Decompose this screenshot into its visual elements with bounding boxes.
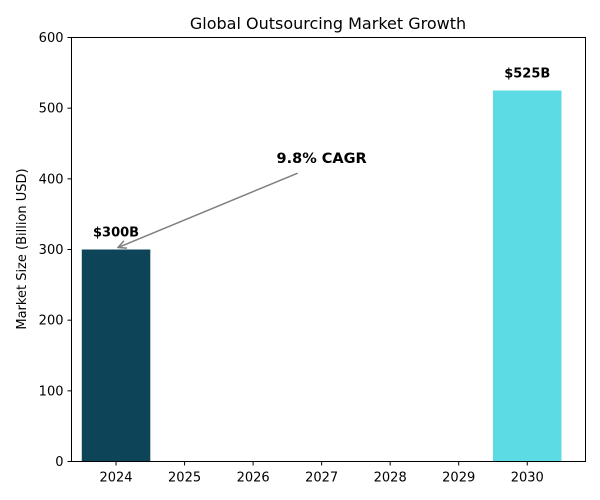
- y-axis-ticks: 0 100 200 300 400 500 600: [39, 31, 72, 470]
- bar-2030: [492, 90, 562, 462]
- y-tick-label-500: 500: [39, 102, 64, 117]
- x-tick-label-2029: 2029: [442, 471, 475, 486]
- x-tick-label-2030: 2030: [511, 471, 544, 486]
- x-axis-ticks: 2024 2025 2026 2027 2028 2029 2030: [99, 461, 544, 486]
- y-tick-label-0: 0: [55, 455, 63, 470]
- x-tick-label-2024: 2024: [99, 471, 132, 486]
- x-tick-label-2028: 2028: [374, 471, 407, 486]
- y-tick-label-600: 600: [39, 31, 64, 46]
- annotation-text: 9.8% CAGR: [277, 151, 367, 167]
- chart-title: Global Outsourcing Market Growth: [190, 14, 466, 33]
- cagr-annotation: 9.8% CAGR: [118, 151, 367, 247]
- y-tick-label-200: 200: [39, 314, 64, 329]
- y-tick-label-100: 100: [39, 384, 64, 399]
- bar-group: [81, 90, 562, 462]
- x-tick-label-2027: 2027: [305, 471, 338, 486]
- bar-value-label-2024: $300B: [93, 226, 139, 241]
- x-tick-label-2026: 2026: [237, 471, 270, 486]
- y-tick-label-400: 400: [39, 172, 64, 187]
- bar-label-group: $300B $525B: [93, 67, 550, 241]
- y-tick-label-300: 300: [39, 243, 64, 258]
- annotation-arrow: [118, 172, 298, 247]
- bar-value-label-2030: $525B: [504, 67, 550, 82]
- y-axis-label: Market Size (Billion USD): [15, 168, 30, 329]
- x-tick-label-2025: 2025: [168, 471, 201, 486]
- bar-2024: [81, 249, 151, 462]
